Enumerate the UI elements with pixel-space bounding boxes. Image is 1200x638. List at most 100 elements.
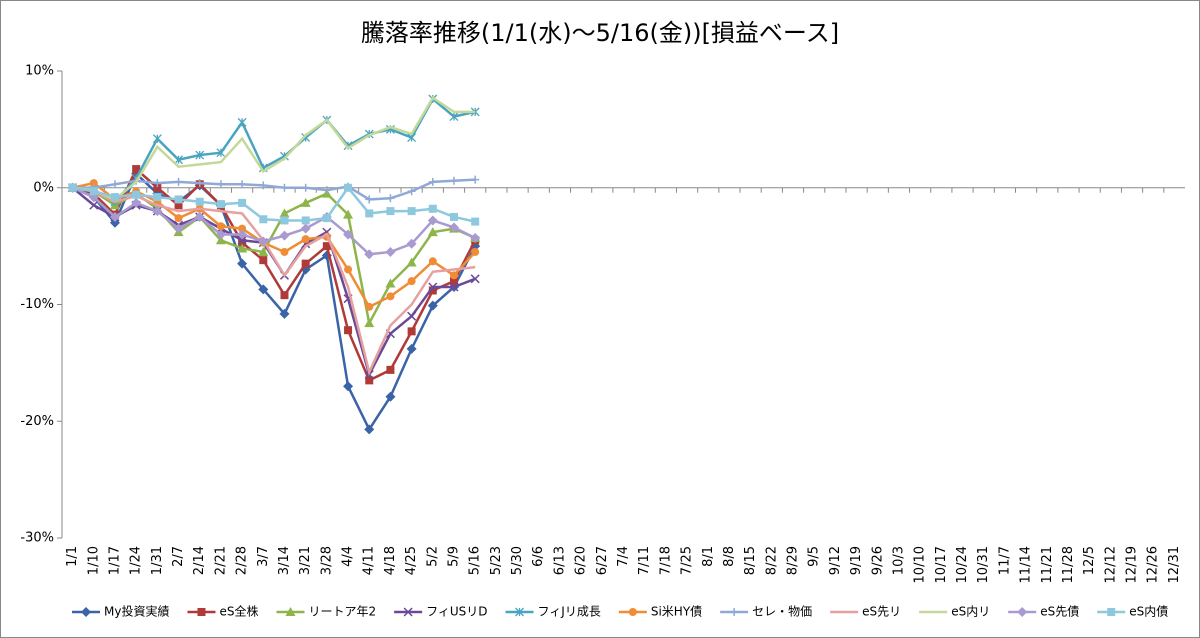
x-tick-label: 10/17 <box>934 546 949 583</box>
marker <box>68 183 77 192</box>
x-tick-label: 6/20 <box>574 546 589 575</box>
marker <box>259 256 268 265</box>
x-tick-label: 10/31 <box>976 546 991 583</box>
x-tick-label: 6/27 <box>595 546 610 575</box>
x-tick-label: 12/5 <box>1082 546 1097 575</box>
x-tick-label: 10/24 <box>955 546 970 583</box>
marker <box>258 246 269 256</box>
marker <box>300 223 311 234</box>
marker <box>216 148 226 158</box>
marker <box>364 318 375 328</box>
marker <box>215 235 226 245</box>
marker <box>427 300 438 311</box>
marker <box>110 193 119 202</box>
marker <box>344 183 353 192</box>
marker <box>386 207 395 216</box>
marker <box>1017 607 1028 617</box>
y-tick-label: -30% <box>20 531 54 546</box>
marker <box>343 209 354 219</box>
x-tick-label: 2/7 <box>171 546 186 567</box>
marker <box>238 180 247 189</box>
marker <box>153 179 162 188</box>
marker <box>449 212 458 221</box>
marker <box>81 607 91 617</box>
x-tick-label: 2/28 <box>235 546 250 575</box>
marker <box>173 223 184 234</box>
x-tick-label: 7/18 <box>658 546 673 575</box>
marker <box>386 194 395 203</box>
marker <box>428 177 437 186</box>
x-tick-label: 10/3 <box>891 546 906 575</box>
marker <box>343 229 354 240</box>
x-tick-label: 1/31 <box>150 546 165 575</box>
legend-item: eS全株 <box>187 604 258 619</box>
legend-item: eS先債 <box>1008 604 1079 619</box>
legend-item: Si米HY債 <box>618 604 702 619</box>
x-tick-label: 9/5 <box>807 546 822 567</box>
marker <box>216 222 225 231</box>
marker <box>285 607 296 616</box>
marker <box>89 187 98 196</box>
marker <box>322 214 331 223</box>
marker <box>174 155 183 165</box>
x-tick-label: 10/10 <box>913 546 928 583</box>
marker <box>237 229 248 240</box>
marker <box>448 222 459 233</box>
marker <box>471 217 480 226</box>
marker <box>628 608 637 616</box>
marker <box>279 308 290 319</box>
legend-item: eS内リ <box>919 605 990 619</box>
legend-label: セレ・物価 <box>752 605 812 619</box>
marker <box>279 208 290 218</box>
x-tick-label: 5/23 <box>489 546 504 575</box>
marker <box>238 198 247 207</box>
marker <box>428 204 437 213</box>
marker <box>131 197 142 208</box>
marker <box>280 291 289 300</box>
marker <box>322 242 331 251</box>
x-tick-label: 5/2 <box>425 546 440 567</box>
marker <box>449 271 458 280</box>
chart-title: 騰落率推移(1/1(水)～5/16(金))[損益ベース] <box>361 19 839 47</box>
marker <box>153 193 162 202</box>
legend-label: eS全株 <box>219 604 258 619</box>
legend-label: Si米HY債 <box>651 604 702 619</box>
marker <box>174 177 183 186</box>
marker <box>365 195 374 204</box>
marker <box>195 197 204 206</box>
x-tick-label: 12/12 <box>1103 546 1118 583</box>
marker <box>237 117 247 127</box>
legend-item: セレ・物価 <box>720 605 812 619</box>
x-tick-label: 8/15 <box>743 546 758 575</box>
x-tick-label: 6/6 <box>531 546 546 567</box>
x-tick-label: 3/14 <box>277 546 292 575</box>
marker <box>301 235 310 244</box>
x-tick-label: 12/31 <box>1167 546 1182 583</box>
x-tick-label: 11/28 <box>1061 546 1076 583</box>
marker <box>109 211 120 222</box>
marker <box>386 292 395 301</box>
marker <box>406 343 417 354</box>
marker <box>385 391 396 402</box>
x-tick-label: 1/1 <box>65 546 80 567</box>
marker <box>110 180 119 189</box>
marker <box>279 230 290 241</box>
marker <box>385 278 396 288</box>
marker <box>174 195 183 204</box>
marker <box>237 258 248 269</box>
marker <box>258 284 269 295</box>
marker <box>301 216 310 225</box>
x-tick-label: 7/4 <box>616 546 631 567</box>
x-tick-label: 3/7 <box>256 546 271 567</box>
x-tick-label: 11/14 <box>1019 546 1034 583</box>
y-tick-label: -20% <box>20 414 54 429</box>
marker <box>427 215 438 226</box>
legend-label: eS先リ <box>862 605 901 619</box>
x-tick-label: 1/10 <box>86 546 101 575</box>
legend-label: フィJリ成長 <box>538 605 601 619</box>
x-tick-label: 4/18 <box>383 546 398 575</box>
x-tick-label: 1/24 <box>129 546 144 575</box>
marker <box>280 183 289 192</box>
marker <box>515 607 524 617</box>
